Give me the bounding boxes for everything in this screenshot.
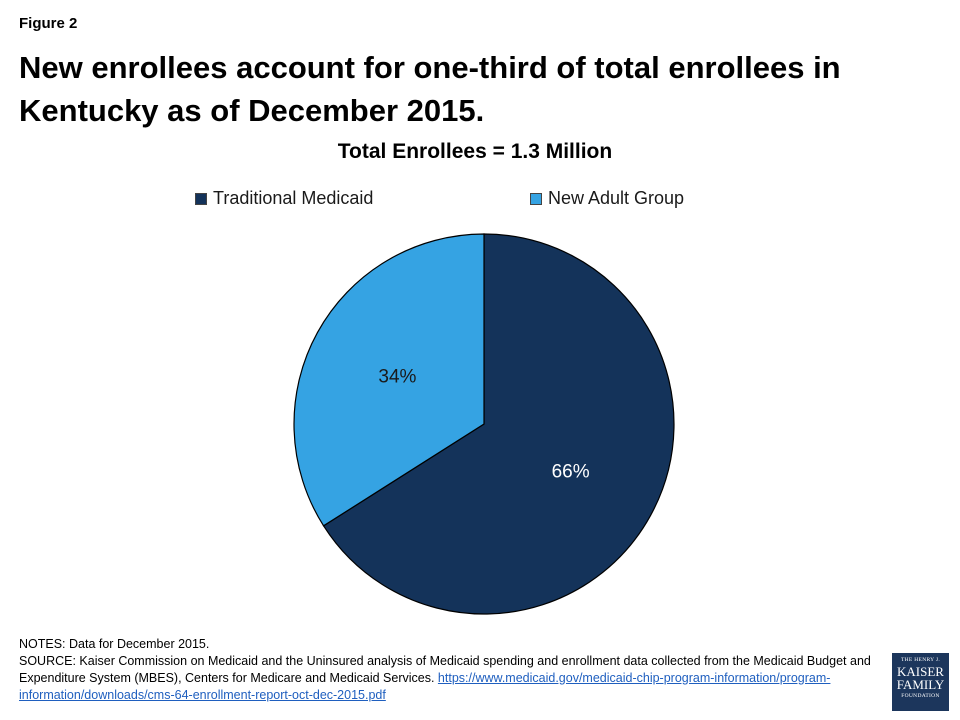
legend-swatch-traditional-medicaid xyxy=(195,192,207,205)
chart-legend: Traditional Medicaid New Adult Group xyxy=(0,188,960,212)
legend-swatch-new-adult-group xyxy=(530,192,542,205)
pie-slice-new-adult-group xyxy=(293,233,485,527)
figure-label: Figure 2 xyxy=(19,15,78,32)
source-text: SOURCE: Kaiser Commission on Medicaid an… xyxy=(19,653,879,704)
logo-line-3: FAMILY xyxy=(896,677,945,692)
page-title: New enrollees account for one-third of t… xyxy=(19,46,939,132)
pie-label-new-adult-group: 34% xyxy=(378,366,416,387)
notes-line: NOTES: Data for December 2015. xyxy=(19,637,210,651)
logo-line-1: THE HENRY J. xyxy=(901,657,940,663)
pie-slice-traditional-medicaid xyxy=(322,233,675,615)
logo-line-2: KAISER xyxy=(897,664,944,679)
chart-title: Total Enrollees = 1.3 Million xyxy=(337,140,613,163)
pie-label-traditional-medicaid: 66% xyxy=(552,462,590,483)
logo-line-4: FOUNDATION xyxy=(901,693,940,699)
page-title-line-2: Kentucky as of December 2015. xyxy=(19,93,485,128)
legend-label-traditional-medicaid: Traditional Medicaid xyxy=(213,188,374,208)
source-link[interactable]: https://www.medicaid.gov/medicaid-chip-p… xyxy=(19,671,831,702)
notes-block: NOTES: Data for December 2015. SOURCE: K… xyxy=(19,636,879,704)
legend-item-traditional-medicaid: Traditional Medicaid xyxy=(195,188,373,209)
source-label: SOURCE: Kaiser Commission on Medicaid an… xyxy=(19,654,871,685)
page-title-line-1: New enrollees account for one-third of t… xyxy=(19,50,841,85)
kff-logo: THE HENRY J. KAISER FAMILY FOUNDATION xyxy=(892,653,949,711)
legend-label-new-adult-group: New Adult Group xyxy=(548,188,685,208)
legend-item-new-adult-group: New Adult Group xyxy=(530,188,684,209)
